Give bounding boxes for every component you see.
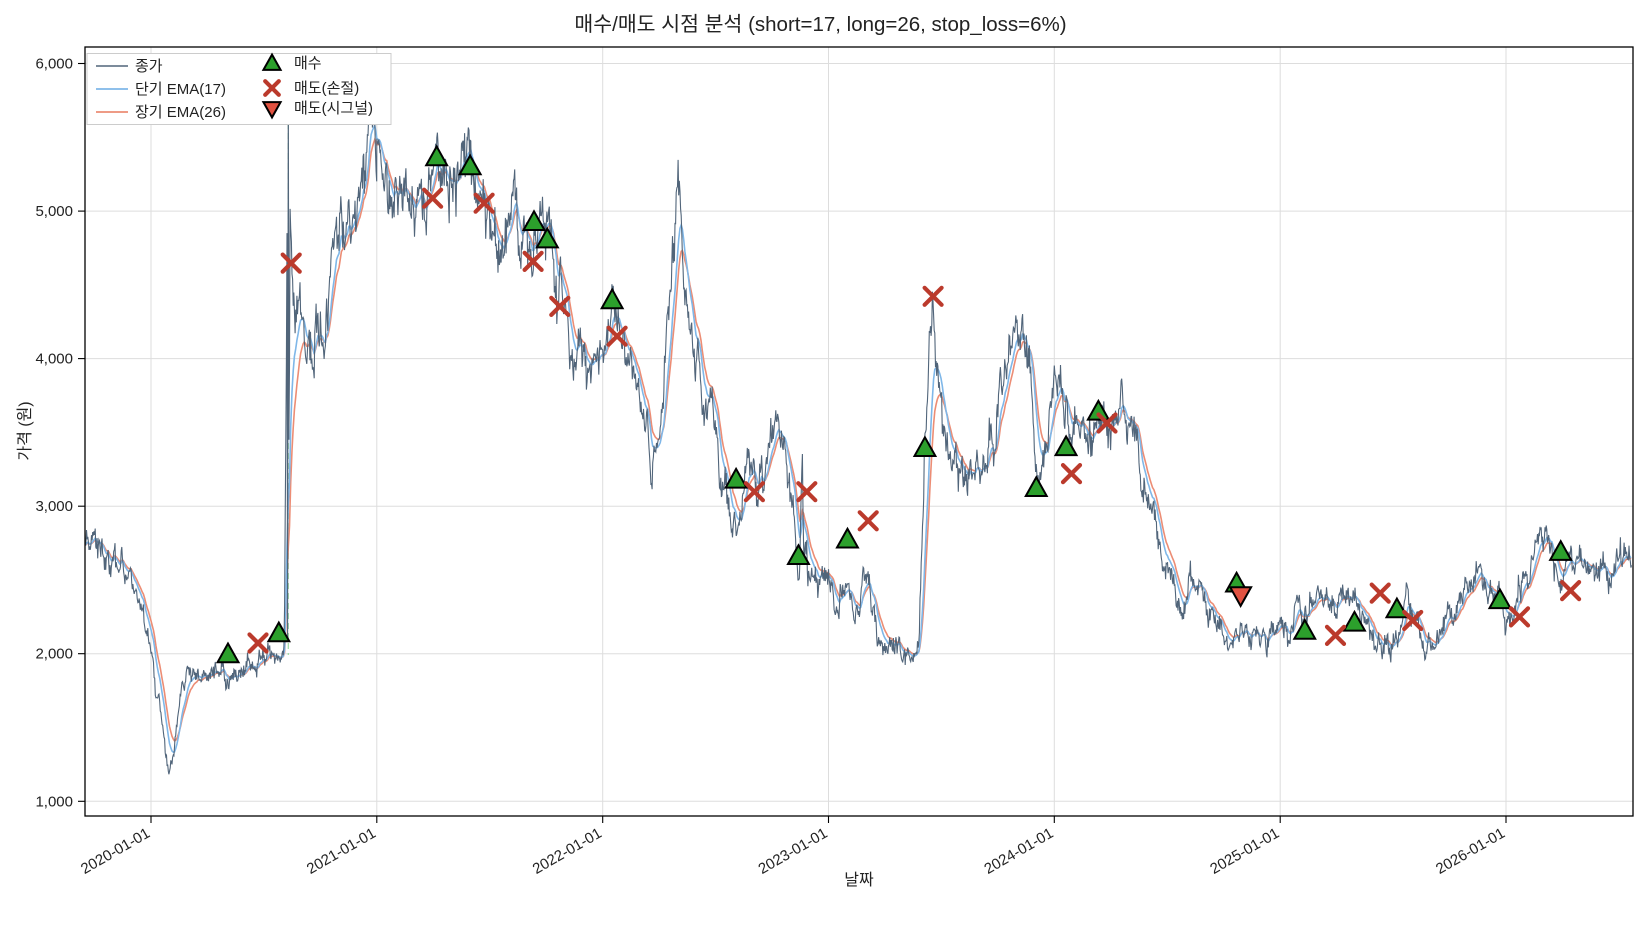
svg-text:매도(시그널): 매도(시그널) <box>294 100 373 117</box>
svg-text:3,000: 3,000 <box>35 498 73 515</box>
svg-text:2,000: 2,000 <box>35 646 73 663</box>
svg-text:5,000: 5,000 <box>35 203 73 220</box>
svg-text:장기 EMA(26): 장기 EMA(26) <box>135 104 226 121</box>
svg-text:단기 EMA(17): 단기 EMA(17) <box>135 81 226 98</box>
svg-text:가격 (원): 가격 (원) <box>16 401 34 460</box>
svg-text:종가: 종가 <box>135 58 163 75</box>
svg-text:4,000: 4,000 <box>35 351 73 368</box>
svg-text:6,000: 6,000 <box>35 56 73 73</box>
svg-text:날짜: 날짜 <box>844 871 874 889</box>
svg-text:매수: 매수 <box>294 55 322 72</box>
svg-text:1,000: 1,000 <box>35 793 73 810</box>
svg-text:매도(손절): 매도(손절) <box>294 80 359 97</box>
